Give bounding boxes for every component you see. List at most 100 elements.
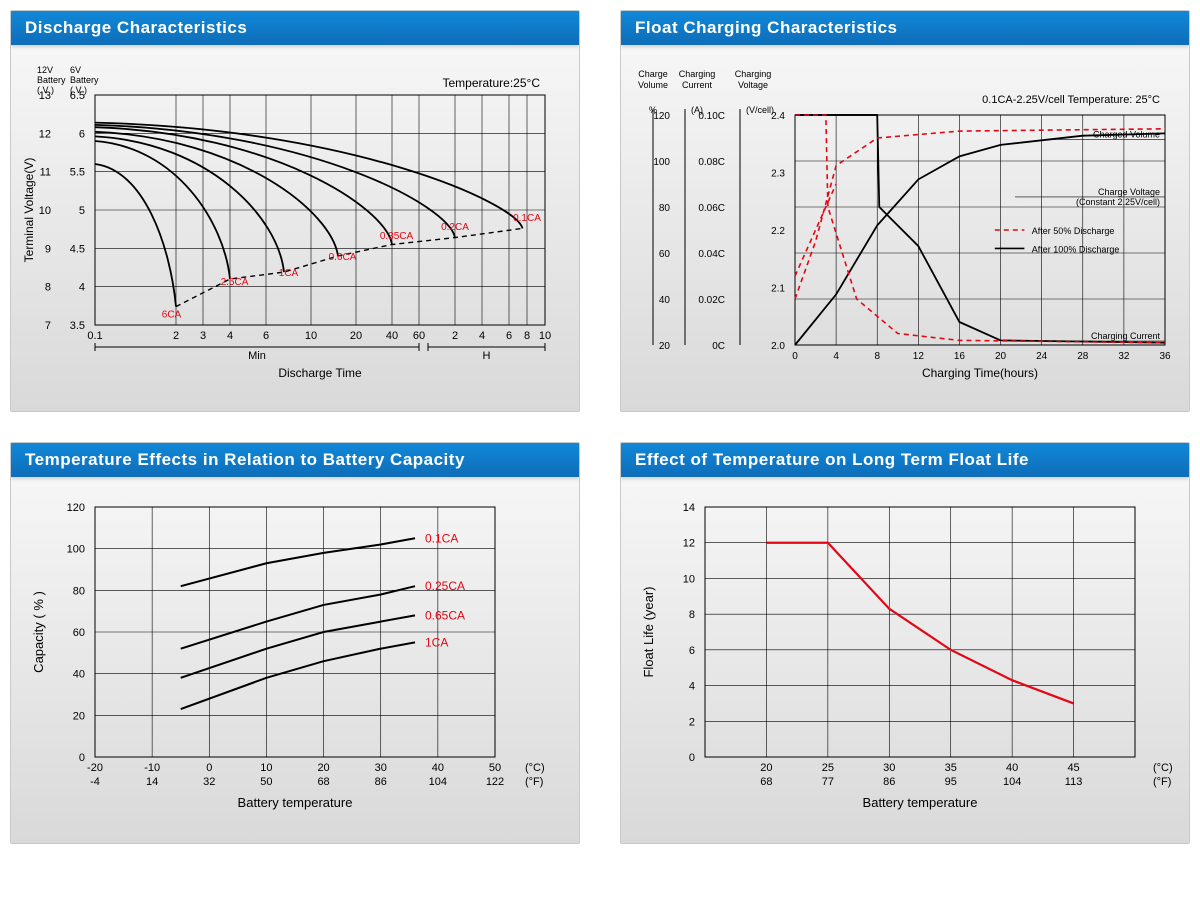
svg-text:1CA: 1CA [425,635,448,649]
svg-text:(Constant 2.25V/cell): (Constant 2.25V/cell) [1076,197,1160,207]
svg-text:Charging: Charging [735,69,772,79]
svg-text:Charging: Charging [679,69,716,79]
chart-float-life: 0246810121420253035404568778695104113(°C… [621,477,1189,837]
svg-text:40: 40 [659,295,671,306]
svg-text:32: 32 [1118,351,1130,362]
svg-text:6: 6 [263,330,269,342]
svg-text:0C: 0C [712,341,725,352]
svg-text:4: 4 [833,351,839,362]
svg-text:After 100% Discharge: After 100% Discharge [1032,244,1120,254]
chart-temp-capacity: 020406080100120-20-1001020304050-4143250… [11,477,579,837]
svg-text:28: 28 [1077,351,1089,362]
svg-text:(A): (A) [691,105,703,115]
svg-text:10: 10 [305,330,317,342]
panel-title: Temperature Effects in Relation to Batte… [11,443,579,477]
svg-text:12: 12 [913,351,925,362]
svg-text:10: 10 [260,762,272,774]
svg-text:86: 86 [375,776,387,788]
svg-text:0.06C: 0.06C [698,203,725,214]
svg-text:45: 45 [1067,762,1079,774]
svg-text:25: 25 [822,762,834,774]
svg-text:8: 8 [45,282,51,294]
svg-text:30: 30 [375,762,387,774]
svg-text:20: 20 [350,330,362,342]
svg-text:2.1: 2.1 [771,284,785,295]
svg-text:10: 10 [39,205,51,217]
svg-text:Float Life (year): Float Life (year) [641,586,656,677]
svg-text:(°F): (°F) [1153,776,1171,788]
svg-text:120: 120 [67,502,85,514]
svg-text:Min: Min [248,350,266,362]
svg-text:Charged Volume: Charged Volume [1093,129,1160,139]
svg-text:Discharge Time: Discharge Time [278,366,362,380]
svg-text:3: 3 [200,330,206,342]
svg-text:( V ): ( V ) [70,85,87,95]
svg-text:30: 30 [883,762,895,774]
svg-text:2.5CA: 2.5CA [221,277,249,288]
svg-text:113: 113 [1065,776,1083,788]
svg-text:5.5: 5.5 [70,167,85,179]
svg-text:0.1CA-2.25V/cell Temperatur: 0.1CA-2.25V/cell Temperature: 25°C [982,94,1160,106]
svg-text:-4: -4 [90,776,100,788]
svg-text:4.5: 4.5 [70,243,85,255]
svg-text:0.6CA: 0.6CA [329,252,357,263]
svg-text:10: 10 [539,330,551,342]
svg-text:20: 20 [995,351,1007,362]
svg-text:(V/cell): (V/cell) [746,105,774,115]
svg-text:100: 100 [67,544,85,556]
svg-text:40: 40 [432,762,444,774]
svg-text:(°C): (°C) [1153,762,1173,774]
svg-text:12: 12 [683,538,695,550]
panel-title: Effect of Temperature on Long Term Float… [621,443,1189,477]
svg-text:%: % [649,105,657,115]
svg-text:2.2: 2.2 [771,226,785,237]
svg-text:Charge: Charge [638,69,668,79]
svg-text:0.08C: 0.08C [698,157,725,168]
svg-text:Temperature:25°C: Temperature:25°C [442,76,540,90]
svg-text:2: 2 [452,330,458,342]
svg-text:Battery: Battery [70,75,99,85]
svg-text:0.35CA: 0.35CA [380,231,414,242]
svg-text:Voltage: Voltage [738,80,768,90]
svg-text:H: H [483,350,491,362]
svg-text:0.1CA: 0.1CA [513,213,541,224]
svg-text:36: 36 [1159,351,1171,362]
svg-text:68: 68 [760,776,772,788]
svg-text:Capacity ( % ): Capacity ( % ) [31,591,46,673]
svg-text:(°C): (°C) [525,762,545,774]
svg-text:86: 86 [883,776,895,788]
svg-text:5: 5 [79,205,85,217]
svg-text:40: 40 [1006,762,1018,774]
svg-text:1CA: 1CA [279,268,299,279]
svg-text:10: 10 [683,573,695,585]
panel-title: Discharge Characteristics [11,11,579,45]
svg-text:0: 0 [79,752,85,764]
chart-discharge: 789101112133.544.555.566.512VBattery( V … [11,45,579,405]
svg-text:0: 0 [206,762,212,774]
svg-text:9: 9 [45,243,51,255]
svg-text:60: 60 [659,249,671,260]
svg-text:4: 4 [79,282,85,294]
panel-discharge: Discharge Characteristics 789101112133.5… [10,10,580,412]
svg-text:32: 32 [203,776,215,788]
svg-text:0.1: 0.1 [87,330,102,342]
svg-text:20: 20 [317,762,329,774]
svg-text:Battery: Battery [37,75,66,85]
svg-text:14: 14 [683,502,695,514]
svg-text:14: 14 [146,776,158,788]
svg-text:0.02C: 0.02C [698,295,725,306]
svg-text:6: 6 [689,645,695,657]
svg-text:(°F): (°F) [525,776,543,788]
svg-text:20: 20 [760,762,772,774]
svg-text:35: 35 [945,762,957,774]
svg-text:50: 50 [489,762,501,774]
svg-text:2: 2 [173,330,179,342]
svg-text:40: 40 [73,669,85,681]
svg-text:40: 40 [386,330,398,342]
svg-text:8: 8 [689,609,695,621]
svg-text:6: 6 [506,330,512,342]
svg-text:122: 122 [486,776,504,788]
svg-text:6: 6 [79,128,85,140]
svg-text:Charging Current: Charging Current [1091,331,1161,341]
svg-text:6V: 6V [70,65,81,75]
